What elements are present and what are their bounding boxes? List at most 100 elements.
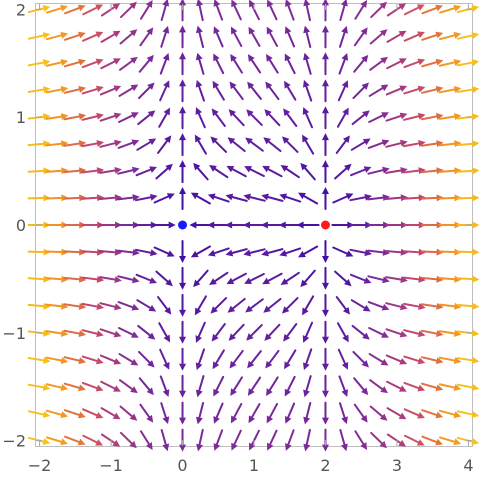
field-arrow — [438, 58, 462, 67]
field-arrow — [213, 402, 224, 424]
field-arrow — [321, 187, 329, 211]
field-arrow — [438, 302, 462, 310]
field-arrow — [117, 301, 140, 311]
field-arrow — [99, 85, 122, 96]
field-arrow — [456, 356, 480, 364]
field-arrow — [231, 429, 242, 451]
field-arrow — [135, 248, 158, 257]
field-arrow — [246, 109, 263, 126]
field-arrow — [81, 194, 105, 202]
field-arrow — [421, 382, 444, 392]
field-arrow — [283, 108, 298, 127]
field-arrow — [421, 31, 444, 41]
field-arrow — [45, 356, 69, 364]
field-arrow — [63, 113, 87, 121]
field-arrow — [116, 194, 140, 202]
field-arrow — [226, 165, 247, 178]
field-arrow — [438, 409, 462, 419]
field-arrow — [81, 329, 104, 338]
field-arrow — [266, 376, 279, 397]
field-arrow — [279, 247, 302, 257]
field-arrow — [99, 112, 122, 122]
field-arrow — [303, 401, 312, 425]
field-arrow — [456, 59, 480, 67]
field-arrow — [139, 27, 154, 47]
field-arrow — [321, 320, 329, 344]
field-arrow — [350, 299, 371, 312]
field-arrow — [63, 167, 87, 175]
field-arrow — [27, 410, 51, 418]
field-arrow — [281, 297, 299, 314]
field-arrow — [265, 349, 280, 369]
field-arrow — [321, 347, 329, 371]
field-arrow — [368, 84, 389, 97]
field-arrow — [338, 25, 348, 48]
field-arrow — [456, 140, 480, 148]
field-arrow — [195, 107, 206, 129]
field-arrow — [420, 302, 444, 310]
field-arrow — [403, 4, 425, 16]
field-arrow — [303, 375, 312, 398]
field-arrow — [179, 320, 187, 344]
field-arrow — [386, 380, 407, 392]
field-arrow — [213, 429, 224, 451]
field-arrow — [385, 112, 408, 122]
field-arrow — [335, 135, 350, 154]
field-arrow — [27, 302, 51, 310]
field-arrow — [81, 112, 104, 121]
field-arrow — [152, 221, 176, 229]
field-arrow — [370, 431, 387, 449]
field-arrow — [456, 302, 480, 310]
field-arrow — [45, 302, 69, 310]
field-arrow — [226, 272, 247, 285]
field-arrow — [45, 86, 69, 94]
field-arrow — [386, 30, 407, 43]
field-arrow — [81, 275, 105, 283]
field-arrow — [298, 192, 319, 205]
field-arrow — [321, 79, 329, 103]
field-arrow — [63, 356, 87, 365]
field-arrow — [321, 106, 329, 130]
field-arrow — [332, 193, 354, 204]
field-arrow — [207, 193, 230, 203]
field-arrow — [159, 80, 170, 102]
field-arrow — [264, 109, 281, 127]
field-arrow — [456, 32, 480, 40]
field-arrow — [421, 58, 444, 68]
field-arrow — [135, 166, 158, 177]
field-arrow — [99, 139, 122, 148]
field-arrow — [439, 4, 462, 14]
field-arrow — [229, 349, 244, 369]
field-arrow — [354, 0, 368, 20]
field-arrow — [138, 54, 154, 73]
field-arrow — [120, 1, 137, 19]
field-arrow — [403, 112, 426, 121]
field-arrow — [100, 58, 121, 70]
field-arrow — [303, 25, 312, 49]
field-arrow — [369, 56, 388, 71]
field-arrow — [421, 409, 444, 419]
field-arrow — [351, 324, 370, 340]
field-arrow — [179, 79, 187, 103]
field-arrow — [45, 58, 69, 67]
field-arrow — [45, 329, 69, 337]
x-tick-label: −2 — [28, 456, 52, 475]
field-arrow — [264, 323, 281, 341]
field-arrow — [194, 134, 207, 155]
field-arrow — [403, 302, 426, 311]
field-arrow — [284, 80, 297, 101]
field-arrow — [160, 429, 170, 452]
field-arrow — [281, 136, 299, 153]
field-arrow — [193, 162, 209, 181]
field-arrow — [456, 86, 480, 94]
field-arrow — [211, 108, 226, 127]
field-arrow — [367, 248, 391, 256]
field-arrow — [456, 275, 480, 283]
field-arrow — [63, 409, 86, 419]
field-arrow — [349, 166, 372, 177]
field-arrow — [456, 383, 480, 391]
field-arrow — [266, 53, 279, 74]
field-arrow — [420, 167, 444, 175]
field-arrow — [179, 187, 187, 211]
